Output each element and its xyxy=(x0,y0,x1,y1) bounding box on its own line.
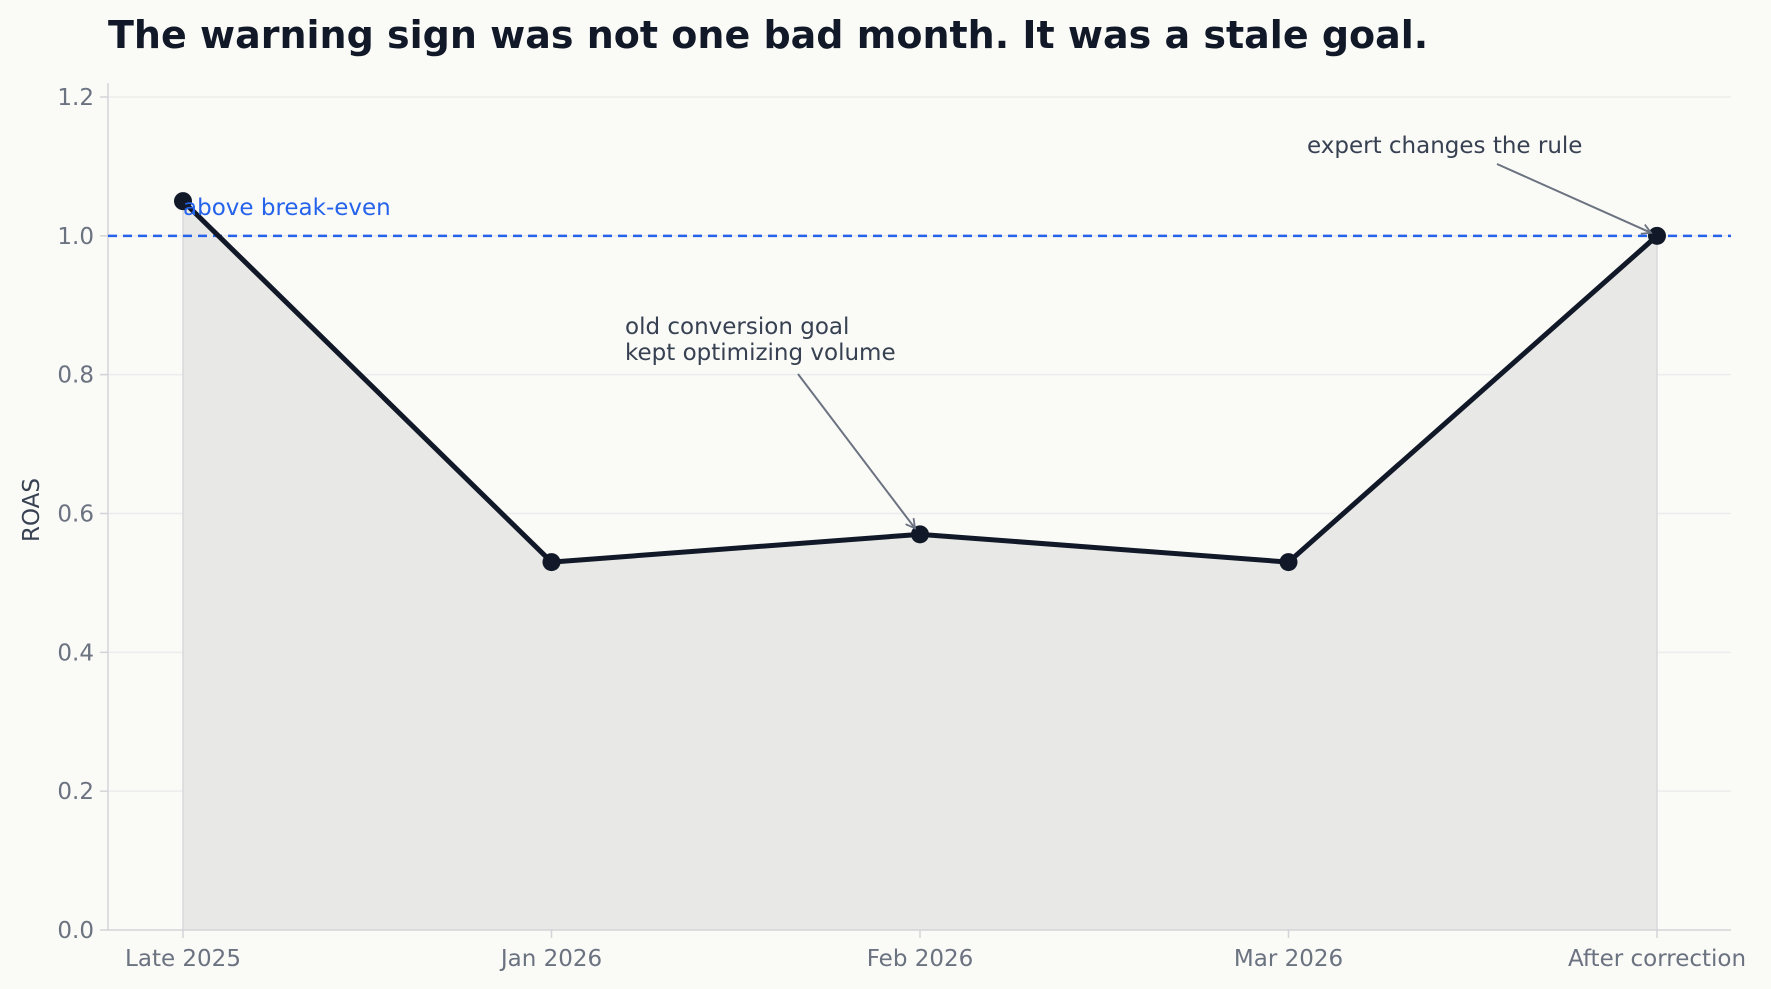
y-axis-label: ROAS xyxy=(19,478,45,542)
data-point xyxy=(542,553,561,572)
data-point-layer xyxy=(174,192,1666,572)
y-tick-label: 1.2 xyxy=(57,85,94,111)
y-tick-label: 0.2 xyxy=(57,779,94,805)
y-tick-label: 1.0 xyxy=(57,224,94,250)
x-tick-label: Jan 2026 xyxy=(499,946,602,972)
data-point xyxy=(1648,226,1666,245)
y-tick-label: 0.4 xyxy=(57,640,94,666)
data-point xyxy=(174,192,192,211)
y-tick-label: 0.8 xyxy=(57,363,94,389)
x-tick-label: Feb 2026 xyxy=(867,946,974,972)
x-tick-label: Late 2025 xyxy=(125,946,241,972)
annotation-layer: above break-even old conversion goal kept … xyxy=(183,133,1653,530)
x-tick-label: Mar 2026 xyxy=(1234,946,1343,972)
annotation-text: expert changes the rule xyxy=(1307,133,1582,159)
area-fill-layer xyxy=(182,201,1658,930)
reference-line-label: above break-even xyxy=(183,195,391,221)
data-point xyxy=(911,525,929,544)
annotation-text: old conversion goal kept optimizing volum… xyxy=(625,314,896,366)
annotation-arrow xyxy=(797,373,917,530)
area-fill xyxy=(183,201,1657,930)
chart-title: The warning sign was not one bad month. … xyxy=(108,13,1428,57)
tick-label-layer: 0.0 0.2 0.4 0.6 0.8 1.0 1.2 Late 2025 Jan 2026 Fe… xyxy=(57,85,1746,972)
annotation-arrow xyxy=(1496,163,1653,235)
axes xyxy=(100,83,1731,938)
data-point xyxy=(1279,553,1298,572)
y-tick-label: 0.0 xyxy=(57,918,94,944)
y-tick-label: 0.6 xyxy=(57,502,94,528)
x-tick-label: After correction xyxy=(1568,946,1746,972)
